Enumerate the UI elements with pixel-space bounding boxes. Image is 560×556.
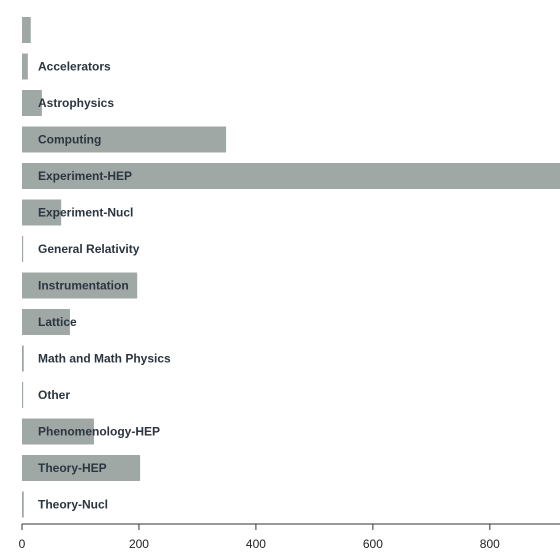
category-label: Accelerators bbox=[38, 60, 111, 74]
bar bbox=[22, 309, 70, 335]
bar bbox=[22, 236, 24, 262]
bar bbox=[22, 126, 227, 153]
category-label: Experiment-Nucl bbox=[38, 206, 133, 220]
category-label: Lattice bbox=[38, 315, 77, 329]
bar bbox=[22, 455, 141, 481]
category-label: Theory-Nucl bbox=[38, 498, 108, 512]
bar bbox=[22, 491, 24, 518]
x-tick-label: 600 bbox=[363, 537, 383, 551]
bar bbox=[22, 163, 560, 189]
bar bbox=[22, 418, 94, 445]
x-tick-label: 800 bbox=[480, 537, 500, 551]
bar bbox=[22, 17, 31, 43]
bar bbox=[22, 345, 24, 372]
x-tick-label: 400 bbox=[246, 537, 266, 551]
category-label: Astrophysics bbox=[38, 96, 114, 110]
bar bbox=[22, 53, 28, 80]
category-label: Theory-HEP bbox=[38, 461, 107, 475]
category-label: Instrumentation bbox=[38, 279, 129, 293]
x-tick-label: 0 bbox=[19, 537, 26, 551]
bar bbox=[22, 382, 24, 408]
bar bbox=[22, 272, 138, 299]
category-label: Other bbox=[38, 388, 70, 402]
x-tick-label: 200 bbox=[129, 537, 149, 551]
bar bbox=[22, 90, 42, 116]
category-label: Experiment-HEP bbox=[38, 169, 132, 183]
category-label: Phenomenology-HEP bbox=[38, 425, 160, 439]
category-label: General Relativity bbox=[38, 242, 140, 256]
category-label: Computing bbox=[38, 133, 101, 147]
bar bbox=[22, 199, 62, 226]
category-label: Math and Math Physics bbox=[38, 352, 171, 366]
